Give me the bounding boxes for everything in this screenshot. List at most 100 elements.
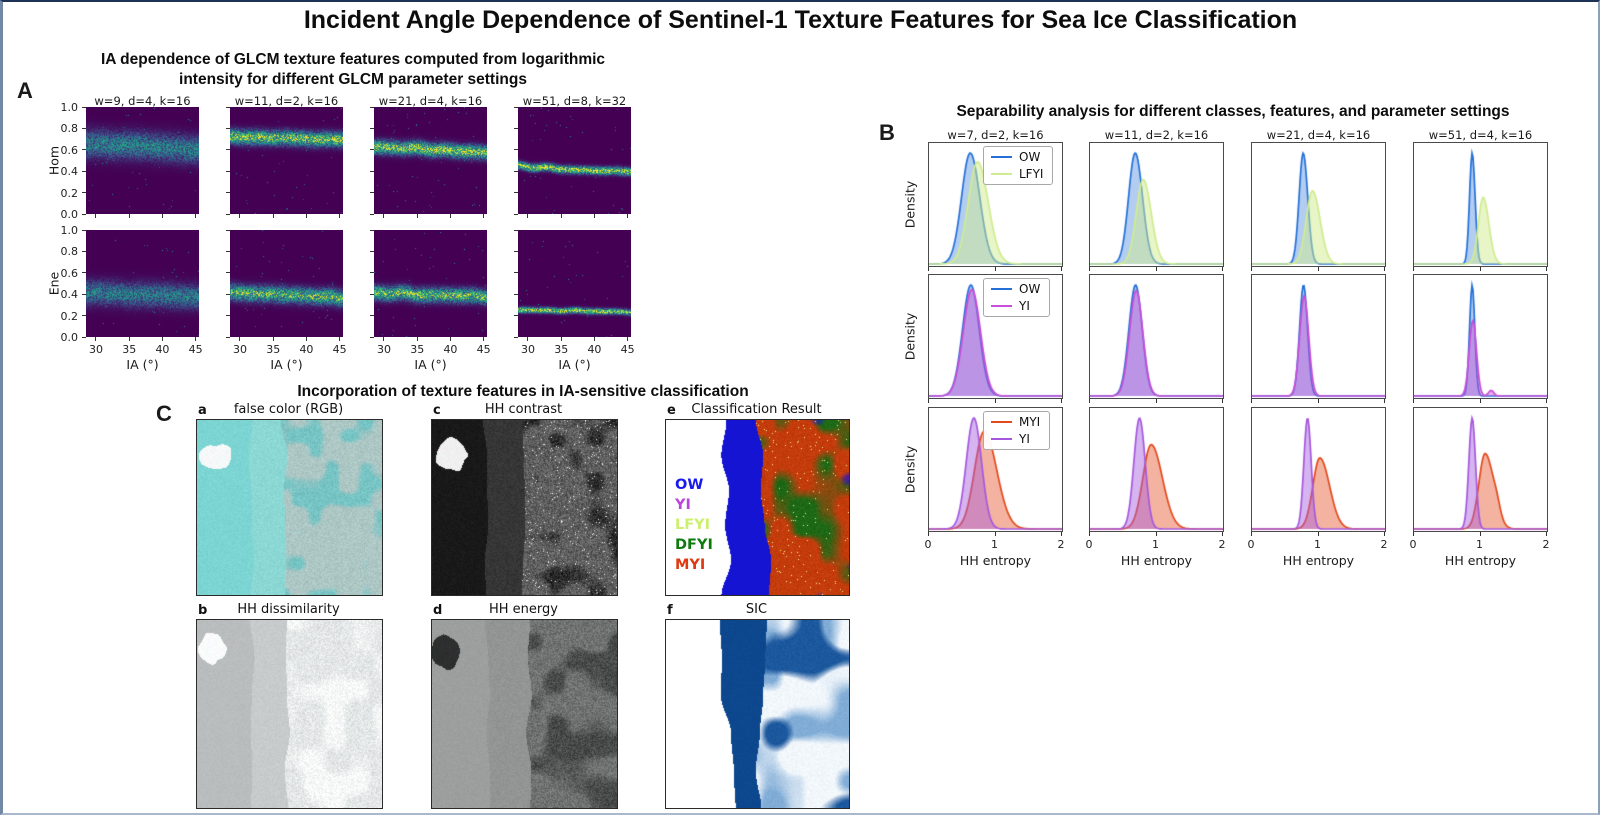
y-tick-label: 0.4 bbox=[60, 165, 79, 179]
axis-tick-y bbox=[82, 315, 86, 317]
image-title-a: false color (RGB) bbox=[233, 402, 344, 417]
x-tick-label: 2 bbox=[1057, 538, 1065, 551]
density-subplot-r2-c2 bbox=[1251, 407, 1386, 532]
axis-tick-x bbox=[1251, 267, 1252, 271]
axis-tick-x bbox=[1222, 399, 1223, 403]
axis-tick-x bbox=[383, 214, 385, 218]
axis-tick-x bbox=[1155, 532, 1157, 536]
legend-class-label: OW bbox=[1019, 282, 1041, 296]
y-tick-label: 0.6 bbox=[60, 143, 79, 157]
axis-tick-y bbox=[226, 272, 230, 274]
panel-b-title: Separability analysis for different clas… bbox=[956, 103, 1510, 120]
density-canvas bbox=[1414, 408, 1547, 531]
axis-tick-y bbox=[226, 293, 230, 295]
axis-tick-x bbox=[560, 337, 562, 341]
axis-tick-y bbox=[82, 272, 86, 274]
axis-tick-x bbox=[1317, 267, 1319, 271]
x-tick-label: 40 bbox=[443, 343, 458, 356]
axis-tick-x bbox=[1089, 532, 1090, 536]
image-title-e: Classification Result bbox=[691, 402, 822, 417]
glcm-heatmap-canvas bbox=[374, 230, 487, 337]
image-letter-f: f bbox=[667, 603, 673, 618]
axis-tick-y bbox=[514, 293, 518, 295]
density-canvas bbox=[1252, 275, 1385, 398]
image-title-d: HH energy bbox=[489, 602, 558, 617]
axis-tick-y bbox=[370, 293, 374, 295]
axis-tick-x bbox=[95, 337, 97, 341]
classification-legend: OW YI LFYI DFYI MYI bbox=[675, 477, 713, 573]
axis-tick-y bbox=[82, 192, 86, 194]
axis-tick-x bbox=[928, 532, 929, 536]
x-tick-label: 1 bbox=[1314, 538, 1321, 551]
legend-box: OW YI bbox=[983, 278, 1051, 317]
axis-tick-x bbox=[1546, 532, 1547, 536]
density-axis-label: Density bbox=[902, 180, 918, 228]
x-tick-label: 1 bbox=[991, 538, 998, 551]
axis-tick-y bbox=[82, 149, 86, 151]
x-tick-label: 40 bbox=[155, 343, 170, 356]
x-axis-label: IA (°) bbox=[558, 357, 591, 372]
axis-tick-x bbox=[339, 337, 341, 341]
density-subplot-r1-c3 bbox=[1413, 274, 1548, 399]
axis-tick-y bbox=[226, 192, 230, 194]
panel-a-title: IA dependence of GLCM texture features c… bbox=[100, 51, 606, 88]
axis-tick-y bbox=[370, 127, 374, 129]
axis-tick-y bbox=[370, 192, 374, 194]
class-image-canvas-b bbox=[197, 620, 382, 808]
axis-tick-y bbox=[370, 336, 374, 338]
legend-item: MYI bbox=[991, 415, 1040, 429]
axis-tick-y bbox=[514, 170, 518, 172]
axis-tick-x bbox=[416, 214, 418, 218]
x-tick-label: 40 bbox=[299, 343, 314, 356]
density-subplot-title: w=21, d=4, k=16 bbox=[1266, 128, 1371, 142]
axis-tick-x bbox=[1384, 399, 1385, 403]
axis-tick-y bbox=[370, 315, 374, 317]
panel-b-label: B bbox=[879, 120, 895, 145]
image-letter-d: d bbox=[433, 603, 443, 618]
axis-tick-x bbox=[1317, 399, 1319, 403]
x-axis-label: IA (°) bbox=[414, 357, 447, 372]
y-tick-label: 0.0 bbox=[60, 331, 79, 344]
axis-tick-y bbox=[370, 272, 374, 274]
legend-line-swatch bbox=[991, 288, 1012, 290]
axis-tick-x bbox=[239, 214, 241, 218]
axis-tick-x bbox=[593, 337, 595, 341]
axis-tick-y bbox=[226, 315, 230, 317]
axis-tick-x bbox=[449, 337, 451, 341]
y-tick-label: 1.0 bbox=[60, 224, 79, 237]
density-axis-label: Density bbox=[902, 312, 918, 360]
density-subplot-title: w=51, d=4, k=16 bbox=[1428, 128, 1533, 142]
axis-tick-x bbox=[483, 337, 485, 341]
density-subplot-title: w=7, d=2, k=16 bbox=[947, 128, 1044, 142]
axis-tick-x bbox=[416, 337, 418, 341]
axis-tick-y bbox=[226, 149, 230, 151]
axis-tick-y bbox=[514, 192, 518, 194]
classification-legend-item-lfyi: LFYI bbox=[675, 517, 711, 533]
image-letter-c: c bbox=[433, 403, 441, 418]
axis-tick-y bbox=[82, 336, 86, 338]
glcm-heatmap-canvas bbox=[374, 107, 487, 214]
axis-tick-x bbox=[994, 399, 996, 403]
axis-tick-x bbox=[1546, 267, 1547, 271]
axis-tick-x bbox=[161, 214, 163, 218]
axis-tick-x bbox=[1546, 399, 1547, 403]
axis-tick-y bbox=[514, 336, 518, 338]
axis-tick-x bbox=[305, 214, 307, 218]
axis-tick-y bbox=[514, 106, 518, 108]
glcm-heatmap-canvas bbox=[86, 107, 199, 214]
glcm-subplot-title: w=11, d=2, k=16 bbox=[234, 94, 339, 108]
axis-tick-x bbox=[128, 337, 130, 341]
x-tick-label: 45 bbox=[476, 343, 491, 356]
density-axis-label: Density bbox=[902, 445, 918, 493]
class-image-canvas-e bbox=[666, 420, 849, 595]
axis-tick-x bbox=[305, 337, 307, 341]
density-subplot-r2-c3 bbox=[1413, 407, 1548, 532]
axis-tick-y bbox=[226, 229, 230, 231]
axis-tick-y bbox=[514, 315, 518, 317]
density-canvas bbox=[1252, 408, 1385, 531]
class-image-e bbox=[665, 419, 850, 596]
axis-tick-x bbox=[1251, 399, 1252, 403]
axis-tick-y bbox=[226, 127, 230, 129]
legend-item: YI bbox=[991, 432, 1040, 446]
